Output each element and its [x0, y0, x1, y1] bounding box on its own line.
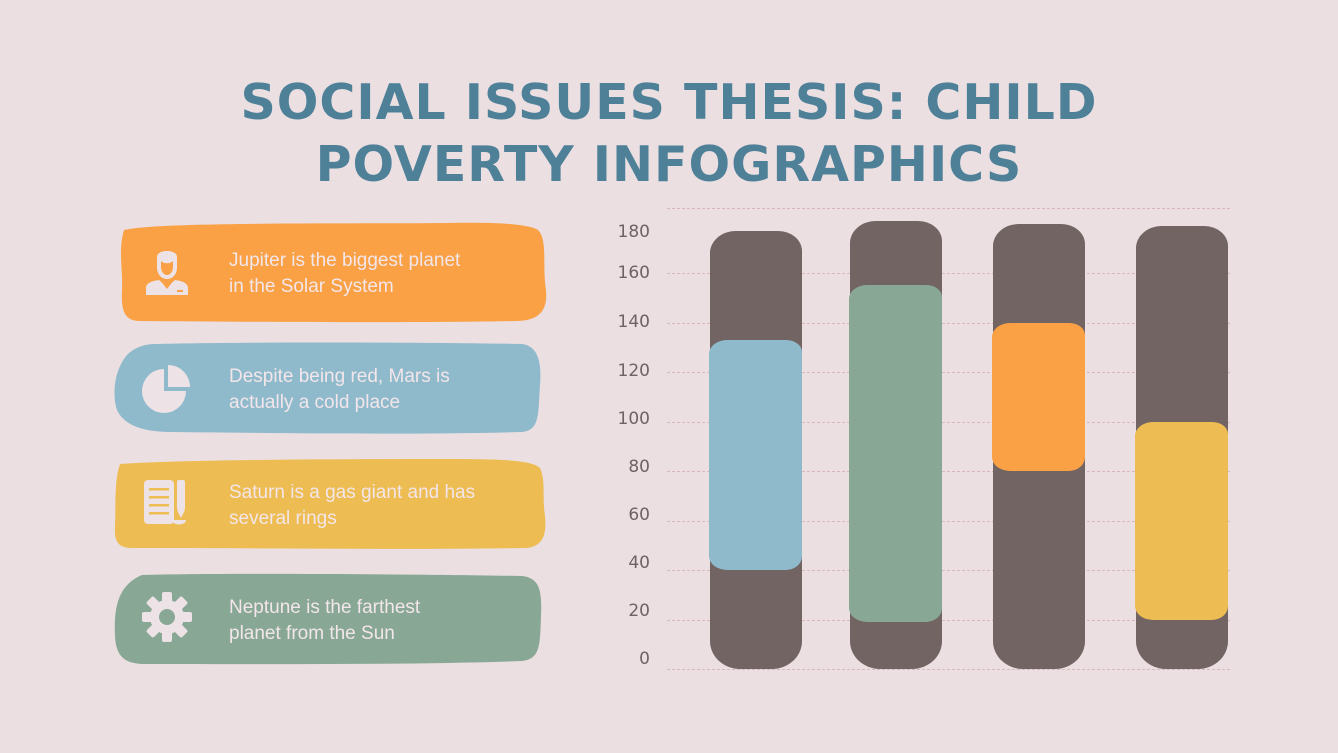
y-axis-tick-label: 180	[617, 222, 650, 242]
y-axis-tick-label: 40	[628, 553, 650, 573]
grid-line	[667, 208, 1230, 209]
title-line-1: SOCIAL ISSUES THESIS: CHILD	[240, 74, 1098, 131]
card-shape	[120, 222, 547, 323]
pie-chart-icon	[140, 361, 194, 415]
y-axis-tick-label: 100	[617, 409, 650, 429]
grid-line	[667, 322, 1230, 324]
y-axis-tick-label: 140	[617, 312, 650, 332]
grid-line	[667, 421, 1230, 423]
card-text: Neptune is the farthest planet from the …	[229, 597, 421, 644]
grid-line	[667, 619, 1230, 621]
legend-card-3: Saturn is a gas giant and has several ri…	[112, 456, 548, 551]
y-axis-tick-label: 120	[617, 361, 650, 381]
bar-segment-neptune	[1135, 421, 1228, 620]
legend-card-2: Despite being red, Mars is actually a co…	[112, 340, 544, 436]
grid-line	[667, 372, 1230, 373]
y-axis-tick-label: 0	[639, 649, 650, 669]
card-text: Jupiter is the biggest planet in the Sol…	[229, 250, 461, 297]
y-axis-tick-label: 160	[617, 263, 650, 283]
user-icon	[140, 245, 194, 299]
document-pencil-icon	[138, 476, 192, 530]
card-text: Saturn is a gas giant and has several ri…	[229, 482, 476, 529]
y-axis-tick-label: 60	[628, 505, 650, 525]
legend-card-4: Neptune is the farthest planet from the …	[112, 571, 546, 667]
page-title: SOCIAL ISSUES THESIS: CHILD POVERTY INFO…	[0, 72, 1338, 196]
legend-card-1: Jupiter is the biggest planet in the Sol…	[118, 220, 548, 324]
gear-icon	[140, 590, 194, 644]
card-text: Despite being red, Mars is actually a co…	[229, 366, 450, 413]
grid-line	[667, 273, 1230, 274]
y-axis-tick-label: 80	[628, 457, 650, 477]
grid-line	[667, 471, 1230, 472]
title-line-2: POVERTY INFOGRAPHICS	[315, 136, 1023, 193]
bar-segment-mars	[849, 285, 942, 622]
bar-segment-saturn	[992, 322, 1085, 471]
bar-segment-jupiter	[709, 339, 802, 570]
card-shape	[114, 342, 541, 434]
grid-line	[667, 520, 1230, 522]
card-shape	[114, 459, 546, 549]
card-shape	[114, 573, 542, 665]
grid-line	[667, 669, 1230, 670]
grid-line	[667, 570, 1230, 571]
y-axis-tick-label: 20	[628, 601, 650, 621]
